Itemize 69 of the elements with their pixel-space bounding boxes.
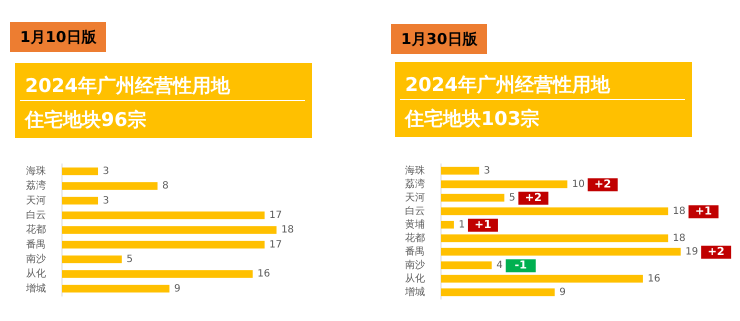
y-tick-label: 南沙 [26, 252, 46, 265]
data-label: 9 [174, 283, 180, 294]
data-label: 3 [484, 165, 490, 176]
data-label: 18 [281, 224, 294, 236]
data-label: 3 [102, 166, 110, 177]
data-label: 19 [685, 246, 698, 258]
y-tick-label: 白云 [405, 204, 425, 217]
bar [441, 180, 568, 188]
data-label: 16 [257, 268, 270, 280]
bar [62, 270, 253, 278]
bar [441, 220, 454, 229]
annotation: +2 [524, 191, 542, 204]
bar [62, 182, 158, 190]
data-label: 9 [559, 286, 566, 298]
chart-title: 2024年广州经营性用地 [405, 73, 610, 98]
y-tick-label: 增城 [404, 286, 425, 298]
bar [62, 212, 265, 220]
y-tick-label: 增城 [25, 282, 46, 294]
bar [441, 207, 668, 216]
bar [62, 256, 122, 264]
annotation: +1 [474, 218, 492, 232]
bar [441, 248, 681, 256]
y-tick-label: 花都 [405, 232, 425, 244]
bar [441, 234, 668, 242]
bar [62, 196, 98, 204]
annotation: +2 [708, 245, 725, 258]
y-tick-label: 荔湾 [26, 180, 46, 192]
data-label: 5 [509, 192, 516, 204]
bar [62, 240, 265, 248]
annotation: -1 [514, 258, 527, 272]
bar [441, 274, 643, 283]
data-label: 1 [458, 219, 465, 230]
data-label: 18 [672, 206, 686, 217]
annotation: +2 [594, 178, 612, 191]
y-tick-label: 花都 [26, 224, 46, 236]
data-label: 18 [672, 232, 686, 244]
data-label: 3 [102, 195, 110, 206]
text: 1月30日版 [391, 24, 488, 54]
y-tick-label: 番禺 [405, 245, 425, 258]
data-label: 4 [496, 260, 503, 271]
y-tick-label: 天河 [405, 191, 425, 204]
data-label: 17 [269, 239, 282, 250]
y-tick-label: 南沙 [405, 258, 425, 271]
bar [441, 261, 492, 270]
data-label: 17 [269, 210, 282, 221]
bar [441, 194, 504, 202]
data-label: 16 [648, 273, 660, 284]
y-tick-label: 番禺 [26, 238, 46, 250]
chart-subtitle: 住宅地块96宗 [25, 108, 146, 133]
y-tick-label: 海珠 [26, 164, 46, 177]
y-tick-label: 荔湾 [405, 178, 425, 190]
bar [62, 284, 170, 292]
y-tick-label: 黄埔 [405, 218, 425, 230]
bar [62, 226, 277, 234]
y-tick-label: 从化 [405, 272, 425, 284]
data-label: 10 [572, 178, 585, 190]
annotation: +1 [695, 204, 712, 218]
bar [441, 288, 555, 296]
y-tick-label: 从化 [26, 268, 46, 280]
text: 1月10日版 [10, 22, 106, 52]
y-tick-label: 海珠 [405, 164, 425, 176]
data-label: 8 [162, 180, 169, 192]
chart-title: 2024年广州经营性用地 [25, 74, 230, 99]
data-label: 5 [126, 254, 133, 265]
bar [441, 166, 480, 175]
bar [62, 168, 98, 176]
y-tick-label: 天河 [26, 194, 46, 206]
y-tick-label: 白云 [26, 208, 46, 221]
chart-subtitle: 住宅地块103宗 [405, 107, 540, 132]
